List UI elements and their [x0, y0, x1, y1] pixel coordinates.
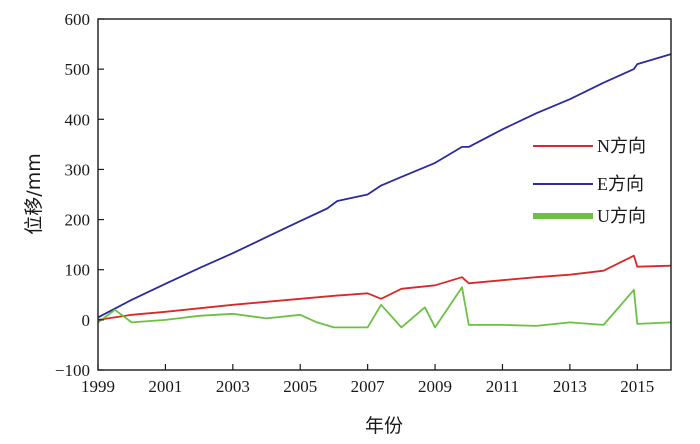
series-line-1: [97, 254, 672, 321]
x-axis: 1999 2001 2003 2005 2007 2009 2011 2013 2015: [81, 364, 654, 396]
x-tick-label: 2005: [283, 377, 317, 396]
y-axis-title: 位移/mm: [23, 153, 45, 234]
x-tick-label: 1999: [81, 377, 115, 396]
x-tick-label: 2013: [553, 377, 587, 396]
plot-frame: [97, 18, 672, 371]
x-tick-label: 2003: [216, 377, 250, 396]
y-tick-label: 200: [65, 211, 91, 230]
y-tick-label: 500: [65, 60, 91, 79]
series-line-2: [97, 53, 672, 319]
y-tick-label: 0: [82, 311, 91, 330]
x-tick-label: 2007: [351, 377, 386, 396]
legend-label: E方向: [597, 174, 644, 194]
x-tick-label: 2011: [486, 377, 519, 396]
y-tick-label: 600: [65, 10, 91, 29]
y-tick-label: 400: [65, 110, 91, 129]
legend-label: N方向: [597, 136, 646, 156]
x-tick-label: 2001: [148, 377, 182, 396]
legend: N方向 E方向 U方向: [533, 136, 646, 226]
x-tick-label: 2009: [418, 377, 452, 396]
y-tick-label: −100: [55, 361, 90, 380]
x-axis-title: 年份: [365, 415, 403, 437]
y-axis: −100 0 100 200 300 400 500 600: [55, 10, 104, 380]
plot-lines: [97, 53, 672, 329]
legend-label: U方向: [597, 206, 646, 226]
x-tick-label: 2015: [620, 377, 654, 396]
y-tick-label: 300: [65, 160, 91, 179]
y-tick-label: 100: [65, 261, 91, 280]
series-line-3: [97, 286, 672, 329]
